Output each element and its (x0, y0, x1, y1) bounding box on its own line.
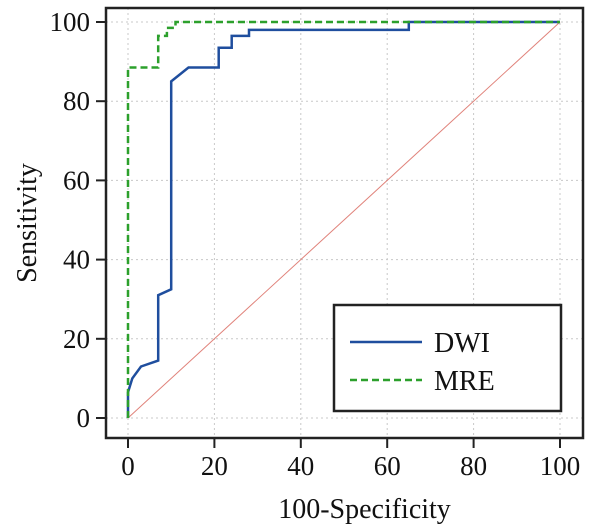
legend-box (332, 303, 563, 413)
y-tick-label: 20 (63, 324, 90, 354)
x-axis-title: 100-Specificity (278, 494, 451, 525)
legend-label-mre: MRE (434, 366, 495, 397)
tick-labels: 0 20 40 60 80 100 0 20 40 60 80 100 (50, 7, 581, 481)
x-tick-label: 100 (540, 451, 581, 481)
x-tick-label: 40 (287, 451, 314, 481)
axis-ticks (96, 21, 561, 448)
grid (106, 8, 583, 438)
y-tick-label: 100 (50, 7, 91, 37)
legend: DWI MRE (332, 303, 563, 413)
legend-label-dwi: DWI (434, 328, 490, 359)
x-tick-label: 80 (460, 451, 487, 481)
x-tick-label: 20 (201, 451, 228, 481)
series-lines (126, 20, 560, 418)
x-tick-label: 60 (374, 451, 401, 481)
series-line-mre (126, 20, 560, 418)
y-tick-label: 40 (63, 245, 90, 275)
reference-diagonal-line (127, 21, 561, 419)
axes (104, 6, 585, 440)
x-tick-label: 0 (121, 451, 135, 481)
y-tick-label: 60 (63, 165, 90, 195)
series-line-dwi (126, 20, 560, 418)
y-tick-label: 80 (63, 86, 90, 116)
plot-frame (104, 6, 585, 440)
y-tick-label: 0 (77, 403, 91, 433)
y-axis-title: Sensitivity (12, 163, 43, 283)
